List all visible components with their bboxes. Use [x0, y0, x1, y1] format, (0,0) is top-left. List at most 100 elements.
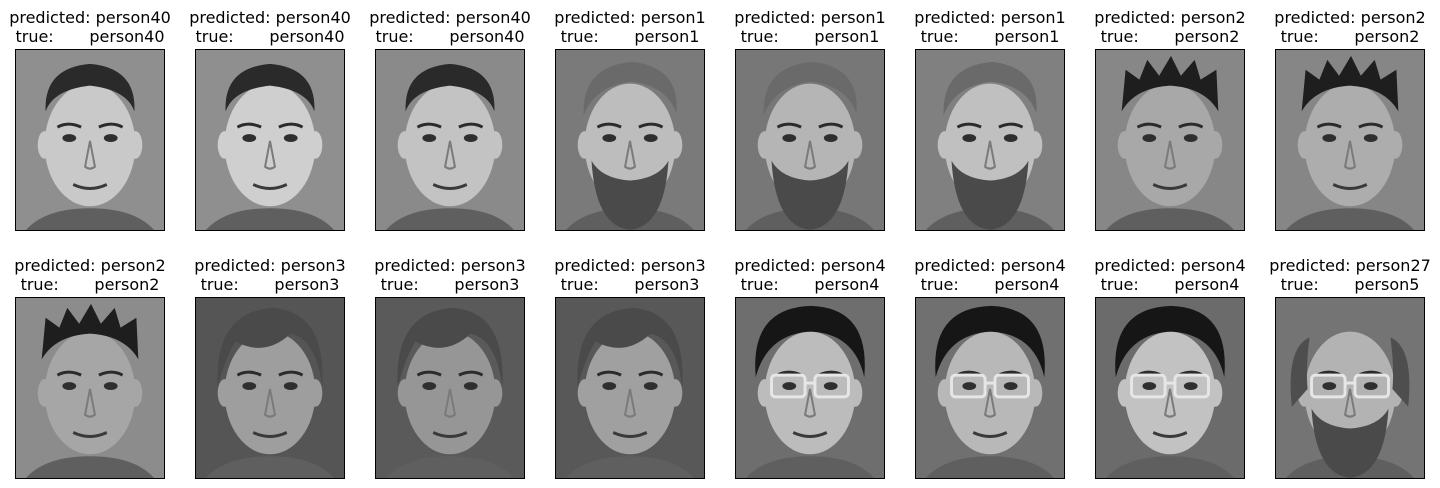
face-photo-icon — [1095, 297, 1245, 479]
predicted-line: predicted: person2 — [1080, 8, 1260, 27]
true-line: true: person4 — [1080, 275, 1260, 294]
predicted-value: person1 — [640, 8, 706, 27]
predicted-value: person2 — [100, 256, 166, 275]
true-label: true: — [195, 27, 234, 46]
face-photo-icon — [375, 297, 525, 479]
true-value: person5 — [1354, 275, 1420, 294]
face-cell: predicted: person40 true: person40 — [180, 0, 360, 240]
predicted-label: predicted: — [9, 8, 91, 27]
predicted-line: predicted: person27 — [1260, 256, 1440, 275]
face-cell: predicted: person27 true: person5 — [1260, 248, 1440, 488]
true-line: true: person3 — [540, 275, 720, 294]
true-value: person40 — [89, 27, 165, 46]
face-photo-icon — [915, 297, 1065, 479]
prediction-caption: predicted: person3 true: person3 — [360, 256, 540, 294]
face-cell: predicted: person1 true: person1 — [720, 0, 900, 240]
face-cell: predicted: person2 true: person2 — [1260, 0, 1440, 240]
face-cell: predicted: person2 true: person2 — [1080, 0, 1260, 240]
predicted-value: person4 — [1000, 256, 1066, 275]
face-photo-icon — [375, 49, 525, 231]
predicted-line: predicted: person40 — [0, 8, 180, 27]
prediction-caption: predicted: person3 true: person3 — [180, 256, 360, 294]
true-value: person4 — [1174, 275, 1240, 294]
true-line: true: person2 — [1260, 27, 1440, 46]
prediction-caption: predicted: person1 true: person1 — [540, 8, 720, 46]
true-value: person40 — [269, 27, 345, 46]
predicted-line: predicted: person4 — [720, 256, 900, 275]
predicted-line: predicted: person3 — [360, 256, 540, 275]
true-value: person2 — [1174, 27, 1240, 46]
predicted-line: predicted: person4 — [900, 256, 1080, 275]
prediction-caption: predicted: person40 true: person40 — [180, 8, 360, 46]
face-photo-icon — [555, 297, 705, 479]
true-line: true: person2 — [0, 275, 180, 294]
predicted-value: person3 — [640, 256, 706, 275]
predicted-line: predicted: person40 — [360, 8, 540, 27]
face-photo-icon — [735, 297, 885, 479]
face-photo-icon — [1095, 49, 1245, 231]
predicted-line: predicted: person2 — [0, 256, 180, 275]
face-cell: predicted: person4 true: person4 — [900, 248, 1080, 488]
face-photo-icon — [915, 49, 1065, 231]
true-label: true: — [920, 275, 959, 294]
true-value: person1 — [634, 27, 700, 46]
true-line: true: person3 — [180, 275, 360, 294]
true-label: true: — [740, 27, 779, 46]
true-label: true: — [1100, 27, 1139, 46]
predicted-value: person27 — [1355, 256, 1431, 275]
predicted-line: predicted: person1 — [540, 8, 720, 27]
face-photo-icon — [1275, 49, 1425, 231]
face-photo-icon — [195, 49, 345, 231]
predicted-label: predicted: — [734, 8, 816, 27]
prediction-caption: predicted: person3 true: person3 — [540, 256, 720, 294]
predicted-value: person2 — [1180, 8, 1246, 27]
predicted-label: predicted: — [1094, 256, 1176, 275]
true-value: person3 — [454, 275, 520, 294]
predicted-value: person1 — [820, 8, 886, 27]
true-line: true: person5 — [1260, 275, 1440, 294]
true-label: true: — [200, 275, 239, 294]
true-label: true: — [1100, 275, 1139, 294]
prediction-caption: predicted: person1 true: person1 — [720, 8, 900, 46]
predicted-label: predicted: — [1269, 256, 1351, 275]
face-photo-icon — [195, 297, 345, 479]
true-line: true: person1 — [540, 27, 720, 46]
predicted-line: predicted: person3 — [540, 256, 720, 275]
predicted-line: predicted: person1 — [720, 8, 900, 27]
face-cell: predicted: person1 true: person1 — [900, 0, 1080, 240]
prediction-caption: predicted: person2 true: person2 — [0, 256, 180, 294]
predicted-label: predicted: — [1274, 8, 1356, 27]
true-label: true: — [20, 275, 59, 294]
true-label: true: — [1280, 27, 1319, 46]
prediction-caption: predicted: person4 true: person4 — [900, 256, 1080, 294]
prediction-caption: predicted: person27 true: person5 — [1260, 256, 1440, 294]
face-cell: predicted: person2 true: person2 — [0, 248, 180, 488]
true-value: person3 — [634, 275, 700, 294]
true-line: true: person2 — [1080, 27, 1260, 46]
face-cell: predicted: person40 true: person40 — [360, 0, 540, 240]
predicted-label: predicted: — [914, 256, 996, 275]
true-label: true: — [15, 27, 54, 46]
predicted-label: predicted: — [194, 256, 276, 275]
face-cell: predicted: person3 true: person3 — [360, 248, 540, 488]
true-value: person4 — [994, 275, 1060, 294]
prediction-caption: predicted: person2 true: person2 — [1260, 8, 1440, 46]
predicted-value: person1 — [1000, 8, 1066, 27]
predicted-value: person40 — [95, 8, 171, 27]
prediction-caption: predicted: person40 true: person40 — [360, 8, 540, 46]
true-value: person4 — [814, 275, 880, 294]
face-photo-icon — [735, 49, 885, 231]
true-value: person40 — [449, 27, 525, 46]
predicted-label: predicted: — [14, 256, 96, 275]
true-line: true: person40 — [360, 27, 540, 46]
face-cell: predicted: person3 true: person3 — [180, 248, 360, 488]
true-label: true: — [1280, 275, 1319, 294]
predicted-value: person40 — [275, 8, 351, 27]
prediction-caption: predicted: person2 true: person2 — [1080, 8, 1260, 46]
true-label: true: — [920, 27, 959, 46]
true-label: true: — [560, 275, 599, 294]
true-label: true: — [380, 275, 419, 294]
face-cell: predicted: person40 true: person40 — [0, 0, 180, 240]
face-cell: predicted: person3 true: person3 — [540, 248, 720, 488]
